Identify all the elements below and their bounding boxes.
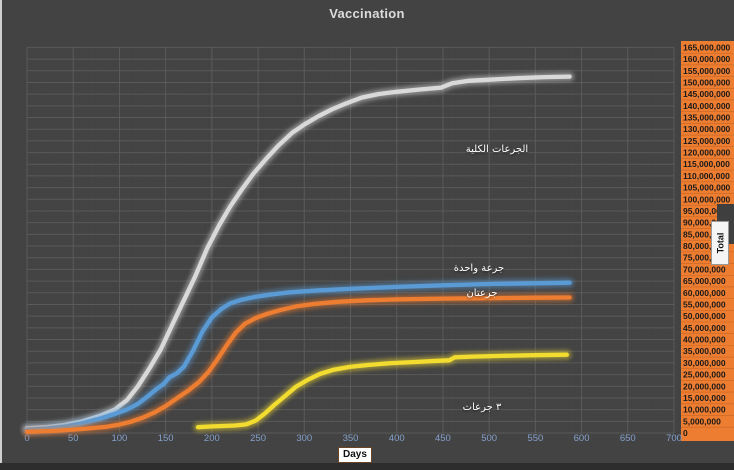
series-line-0[interactable] xyxy=(22,72,575,433)
y-tick-label: 20,000,000 xyxy=(683,381,726,391)
y-tick-label: 60,000,000 xyxy=(683,288,726,298)
y-tick-label: 75,000,000 xyxy=(683,253,726,263)
y-axis-title-text: Total xyxy=(715,232,725,254)
y-tick-label: 70,000,000 xyxy=(683,264,726,274)
y-tick-label: 100,000,000 xyxy=(683,194,731,204)
x-tick-label: 150 xyxy=(158,433,174,444)
series-label-one-dose[interactable]: جرعة واحدة xyxy=(453,263,505,274)
x-tick-label: 700 xyxy=(666,433,682,444)
x-axis-title[interactable]: Days xyxy=(338,447,372,463)
y-tick-label: 160,000,000 xyxy=(683,54,731,64)
x-tick-label: 300 xyxy=(296,433,312,444)
y-tick-label: 50,000,000 xyxy=(683,311,726,321)
y-tick-label: 125,000,000 xyxy=(683,136,731,146)
y-tick-label: 95,000,000 xyxy=(683,206,726,216)
y-tick-label: 55,000,000 xyxy=(683,299,726,309)
window-edge xyxy=(0,0,2,470)
series-line-3[interactable] xyxy=(193,350,572,432)
x-tick-label: 550 xyxy=(527,433,543,444)
y-tick-label: 105,000,000 xyxy=(683,183,731,193)
x-tick-label: 450 xyxy=(435,433,451,444)
y-tick-label: 140,000,000 xyxy=(683,101,731,111)
y-tick-label: 30,000,000 xyxy=(683,358,726,368)
y-tick-label: 145,000,000 xyxy=(683,89,731,99)
y-tick-label: 25,000,000 xyxy=(683,370,726,380)
x-tick-label: 350 xyxy=(343,433,359,444)
y-tick-label: 65,000,000 xyxy=(683,276,726,286)
x-tick-label: 200 xyxy=(204,433,220,444)
gridlines-minor xyxy=(27,47,674,433)
x-tick-label: 0 xyxy=(24,433,29,444)
y-tick-label: 40,000,000 xyxy=(683,335,726,345)
y-tick-label: 45,000,000 xyxy=(683,323,726,333)
x-tick-label: 400 xyxy=(389,433,405,444)
x-tick-label: 650 xyxy=(620,433,636,444)
y-tick-label: 10,000,000 xyxy=(683,405,726,415)
y-tick-label: 155,000,000 xyxy=(683,66,731,76)
series-label-three-doses[interactable]: ٣ جرعات xyxy=(462,402,502,413)
series-line-2[interactable] xyxy=(22,293,575,437)
y-tick-label: 0 xyxy=(683,428,688,438)
bottom-band xyxy=(0,463,734,470)
y-tick-label: 120,000,000 xyxy=(683,148,731,158)
y-tick-label: 115,000,000 xyxy=(683,159,730,169)
x-axis[interactable]: 0 50 100 150 200 250 300 350 400 450 500 550 600 650 7… xyxy=(24,433,682,444)
y-tick-label: 135,000,000 xyxy=(683,113,731,123)
y-tick-label: 130,000,000 xyxy=(683,124,731,134)
series-label-two-doses[interactable]: جرعتان xyxy=(466,288,498,299)
x-tick-label: 600 xyxy=(574,433,590,444)
chart-title[interactable]: Vaccination xyxy=(329,6,405,21)
y-tick-label: 85,000,000 xyxy=(683,229,726,239)
y-tick-label: 165,000,000 xyxy=(683,42,731,52)
series-line-1[interactable] xyxy=(22,278,575,435)
x-tick-label: 250 xyxy=(250,433,266,444)
y-axis-title[interactable]: Total xyxy=(711,221,729,265)
y-tick-label: 90,000,000 xyxy=(683,218,726,228)
y-tick-label: 110,000,000 xyxy=(683,171,730,181)
y-tick-label: 150,000,000 xyxy=(683,77,731,87)
y-tick-label: 15,000,000 xyxy=(683,393,726,403)
y-tick-label: 5,000,000 xyxy=(683,416,721,426)
x-tick-label: 100 xyxy=(111,433,127,444)
series-label-total-doses[interactable]: الجرعات الكلية xyxy=(465,144,529,155)
y-tick-label: 80,000,000 xyxy=(683,241,726,251)
y-tick-label: 35,000,000 xyxy=(683,346,726,356)
x-tick-label: 50 xyxy=(68,433,79,444)
x-tick-label: 500 xyxy=(481,433,497,444)
